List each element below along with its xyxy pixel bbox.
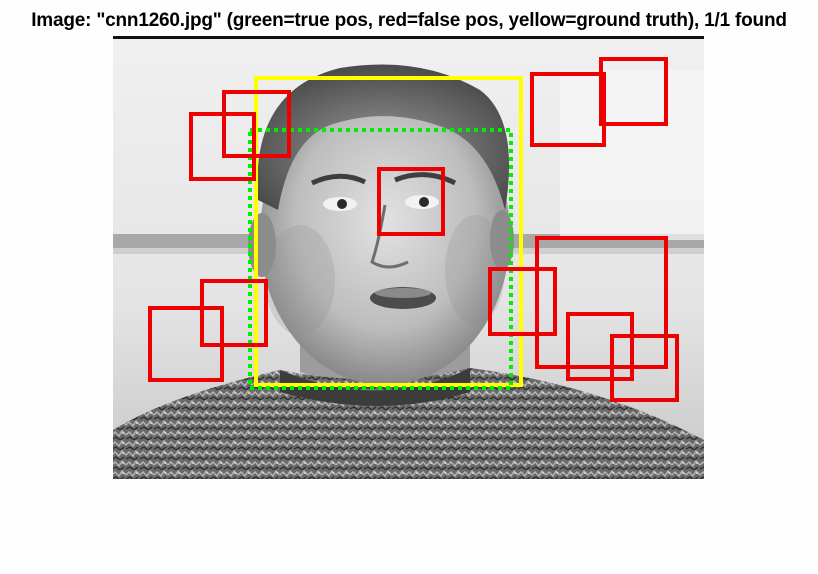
false-positive-box-7 bbox=[148, 306, 224, 382]
ground-truth-boxes bbox=[254, 76, 523, 387]
eyebrow-right bbox=[394, 172, 457, 186]
photo-top-edge bbox=[113, 36, 704, 39]
collar bbox=[280, 368, 470, 406]
true-positive-box bbox=[248, 128, 513, 390]
photo bbox=[113, 36, 704, 479]
false-positive-box-2 bbox=[222, 90, 291, 158]
ear-right bbox=[490, 210, 514, 270]
ground-truth-box bbox=[254, 76, 523, 387]
false-positive-box-10 bbox=[566, 312, 634, 381]
false-positive-box-11 bbox=[610, 334, 679, 402]
figure-title: Image: "cnn1260.jpg" (green=true pos, re… bbox=[31, 10, 787, 31]
false-positive-box-8 bbox=[488, 267, 557, 336]
false-positive-boxes bbox=[148, 57, 679, 402]
false-positive-box-5 bbox=[599, 57, 668, 126]
false-positive-box-6 bbox=[200, 279, 268, 347]
hair bbox=[257, 64, 510, 211]
false-positive-box-3 bbox=[377, 167, 445, 236]
eyebrow-left bbox=[310, 173, 367, 186]
false-positive-box-4 bbox=[530, 72, 606, 147]
false-positive-box-9 bbox=[535, 236, 668, 369]
window-glow bbox=[560, 70, 704, 240]
sweater bbox=[113, 368, 704, 479]
true-positive-boxes bbox=[248, 128, 513, 390]
nose bbox=[370, 204, 409, 269]
